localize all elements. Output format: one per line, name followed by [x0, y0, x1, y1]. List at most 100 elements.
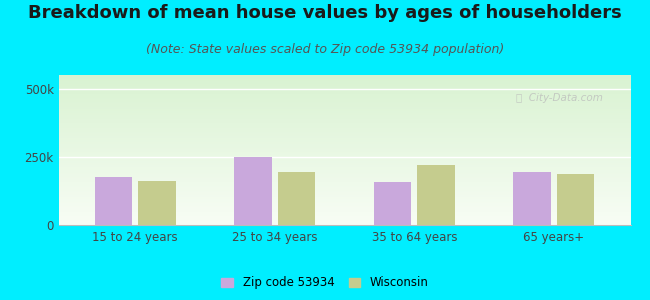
Bar — [58, 222, 630, 223]
Bar — [58, 129, 630, 130]
Bar — [58, 131, 630, 132]
Bar — [58, 149, 630, 150]
Text: (Note: State values scaled to Zip code 53934 population): (Note: State values scaled to Zip code 5… — [146, 44, 504, 56]
Bar — [58, 139, 630, 140]
Bar — [58, 193, 630, 194]
Bar — [58, 176, 630, 177]
Bar — [58, 194, 630, 195]
Bar — [58, 166, 630, 167]
Bar — [58, 209, 630, 210]
Bar — [58, 75, 630, 76]
Bar — [58, 114, 630, 115]
Bar — [58, 89, 630, 90]
Bar — [58, 134, 630, 135]
Bar — [58, 215, 630, 216]
Bar — [58, 80, 630, 81]
Bar — [58, 92, 630, 93]
Bar — [58, 127, 630, 128]
Bar — [417, 165, 455, 225]
Bar — [58, 85, 630, 86]
Bar — [58, 106, 630, 107]
Bar — [58, 104, 630, 105]
Bar — [58, 177, 630, 178]
Bar — [58, 140, 630, 141]
Bar — [58, 167, 630, 168]
Bar — [58, 185, 630, 186]
Bar — [58, 154, 630, 155]
Bar — [58, 102, 630, 103]
Bar — [58, 118, 630, 119]
Bar — [58, 196, 630, 197]
Bar — [58, 212, 630, 213]
Bar — [58, 145, 630, 146]
Bar — [58, 150, 630, 151]
Bar — [58, 100, 630, 101]
Bar — [58, 136, 630, 137]
Bar — [58, 208, 630, 209]
Bar — [58, 217, 630, 218]
Text: ⓘ  City-Data.com: ⓘ City-Data.com — [516, 93, 603, 103]
Bar — [58, 84, 630, 85]
Bar — [58, 113, 630, 114]
Bar — [58, 164, 630, 165]
Bar — [58, 97, 630, 98]
Bar — [58, 103, 630, 104]
Bar — [58, 169, 630, 170]
Bar — [58, 201, 630, 202]
Bar — [58, 170, 630, 171]
Bar — [58, 200, 630, 201]
Bar — [58, 220, 630, 221]
Bar — [58, 77, 630, 78]
Bar — [58, 110, 630, 111]
Bar — [58, 126, 630, 127]
Bar — [58, 130, 630, 131]
Bar — [58, 171, 630, 172]
Bar — [58, 79, 630, 80]
Bar — [58, 152, 630, 153]
Bar — [58, 98, 630, 99]
Bar — [58, 190, 630, 191]
Bar — [58, 182, 630, 183]
Bar — [58, 107, 630, 108]
Bar — [58, 224, 630, 225]
Bar — [58, 156, 630, 157]
Bar — [58, 128, 630, 129]
Bar — [58, 160, 630, 161]
Legend: Zip code 53934, Wisconsin: Zip code 53934, Wisconsin — [216, 272, 434, 294]
Bar — [514, 172, 551, 225]
Bar — [58, 86, 630, 87]
Bar — [58, 203, 630, 204]
Bar — [556, 174, 594, 225]
Bar — [58, 144, 630, 145]
Bar — [58, 204, 630, 205]
Bar — [58, 146, 630, 147]
Bar — [58, 160, 630, 161]
Bar — [58, 117, 630, 118]
Bar — [58, 198, 630, 199]
Bar — [58, 78, 630, 79]
Bar — [58, 112, 630, 113]
Bar — [58, 96, 630, 97]
Bar — [58, 116, 630, 117]
Bar — [138, 181, 176, 225]
Bar — [58, 216, 630, 217]
Bar — [58, 93, 630, 94]
Bar — [58, 159, 630, 160]
Bar — [58, 123, 630, 124]
Bar — [58, 206, 630, 207]
Bar — [58, 118, 630, 119]
Bar — [58, 161, 630, 162]
Bar — [58, 172, 630, 173]
Bar — [58, 90, 630, 91]
Bar — [58, 175, 630, 176]
Bar — [58, 99, 630, 100]
Bar — [58, 94, 630, 95]
Bar — [58, 87, 630, 88]
Bar — [58, 138, 630, 139]
Bar — [58, 191, 630, 192]
Bar — [58, 173, 630, 174]
Bar — [374, 182, 411, 225]
Bar — [58, 207, 630, 208]
Bar — [58, 165, 630, 166]
Bar — [58, 141, 630, 142]
